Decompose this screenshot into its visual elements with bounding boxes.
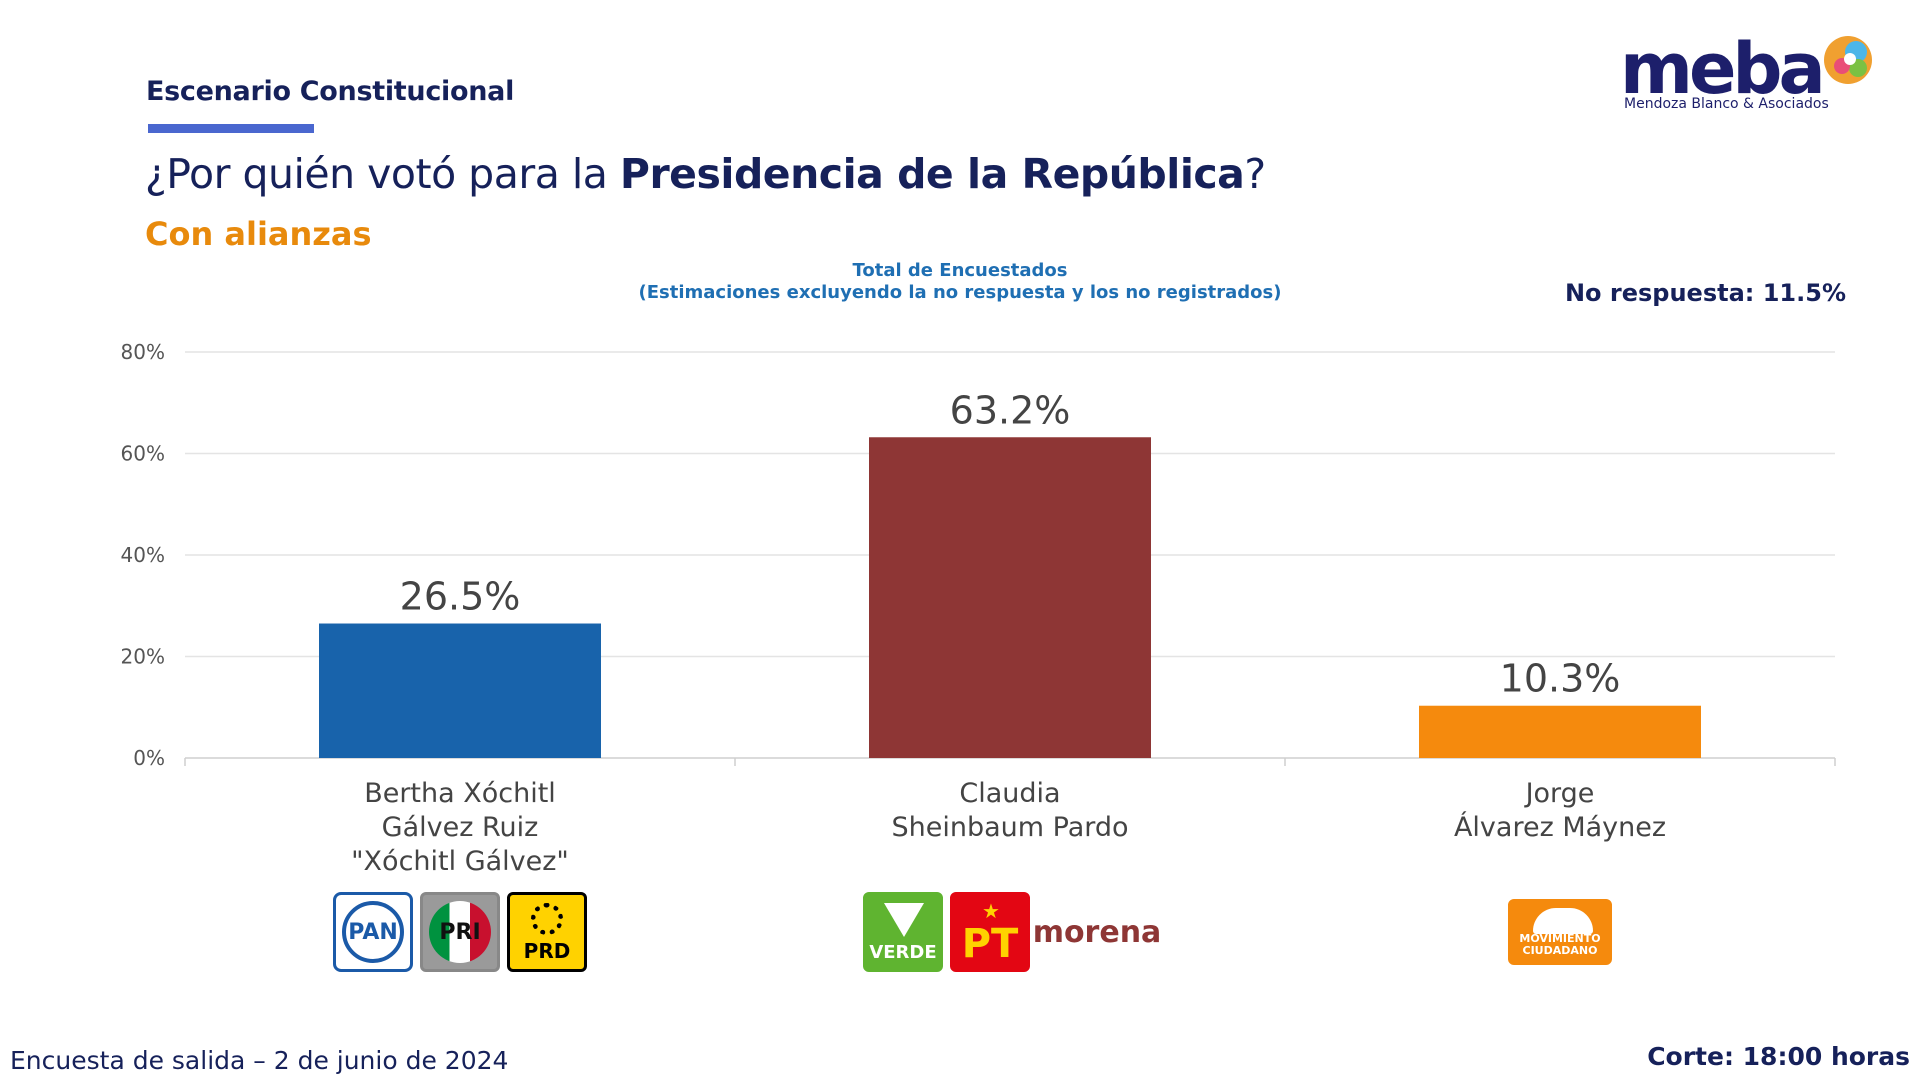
verde-logo-text: VERDE: [869, 942, 937, 963]
cutoff-time: Corte: 18:00 horas: [1647, 1042, 1910, 1071]
logo-mark-icon: [1824, 36, 1872, 84]
candidate-name: Claudia Sheinbaum Pardo: [891, 778, 1129, 843]
section-underline: [148, 124, 314, 133]
bar-value-label: 26.5%: [400, 575, 521, 619]
pt-star-icon: ★: [982, 899, 1000, 923]
survey-date: Encuesta de salida – 2 de junio de 2024: [10, 1046, 509, 1075]
bar: [869, 437, 1151, 758]
bar-value-label: 63.2%: [950, 388, 1071, 432]
party-logo-group: PAN PRI PRD: [333, 890, 587, 974]
candidate-name: Jorge Álvarez Máynez: [1453, 778, 1667, 843]
bar-chart: 0% 20% 40% 60% 80% 26.5% 63.2% 10.3%: [121, 340, 1836, 770]
party-logo-group: MOVIMIENTO CIUDADANO: [1508, 890, 1612, 974]
section-label: Escenario Constitucional: [146, 76, 515, 107]
party-logo-group: VERDE ★ PT morena: [863, 890, 1161, 974]
bar: [319, 623, 601, 758]
y-tick-label: 60%: [121, 442, 165, 466]
sample-line-1: Total de Encuestados: [852, 260, 1068, 281]
question-suffix: ?: [1244, 150, 1266, 198]
sample-description: Total de Encuestados (Estimaciones exclu…: [560, 260, 1360, 304]
no-response-note: No respuesta: 11.5%: [1564, 279, 1846, 307]
sample-line-2: (Estimaciones excluyendo la no respuesta…: [638, 282, 1282, 303]
bar-value-label: 10.3%: [1500, 657, 1621, 701]
subtitle: Con alianzas: [145, 215, 372, 253]
candidate-name: Bertha Xóchitl Gálvez Ruiz "Xóchitl Gálv…: [351, 778, 569, 877]
pri-logo-text: PRI: [439, 919, 481, 945]
pan-logo: PAN: [333, 892, 413, 972]
pan-logo-text: PAN: [348, 919, 398, 945]
movimiento-ciudadano-logo: MOVIMIENTO CIUDADANO: [1508, 899, 1612, 965]
y-tick-label: 80%: [121, 340, 165, 364]
pt-logo-text: PT: [961, 921, 1019, 967]
logo-wordmark: meba: [1620, 28, 1826, 110]
pan-ring-icon: [342, 901, 404, 963]
eagle-icon: [1533, 908, 1593, 934]
prd-sun-icon: [531, 903, 563, 935]
verde-logo: VERDE: [863, 892, 943, 972]
question-prefix: ¿Por quién votó para la: [145, 150, 620, 198]
prd-logo-text: PRD: [523, 939, 571, 963]
logo-tagline: Mendoza Blanco & Asociados: [1624, 96, 1829, 112]
pri-stripes-icon: [429, 901, 491, 963]
movimiento-ciudadano-logo-text: MOVIMIENTO CIUDADANO: [1519, 932, 1601, 957]
morena-logo: morena: [1033, 892, 1161, 972]
y-tick-label: 20%: [121, 645, 165, 669]
question-bold: Presidencia de la República: [619, 150, 1245, 198]
morena-logo-text: morena: [1032, 914, 1162, 950]
pri-logo: PRI: [420, 892, 500, 972]
company-logo: meba Mendoza Blanco & Asociados: [1620, 28, 1880, 122]
pt-logo: ★ PT: [950, 892, 1030, 972]
question-title: ¿Por quién votó para la Presidencia de l…: [145, 150, 1266, 198]
y-tick-label: 0%: [133, 746, 165, 770]
y-tick-label: 40%: [121, 543, 165, 567]
verde-toucan-icon: [884, 903, 924, 937]
prd-logo: PRD: [507, 892, 587, 972]
bar: [1419, 705, 1701, 758]
